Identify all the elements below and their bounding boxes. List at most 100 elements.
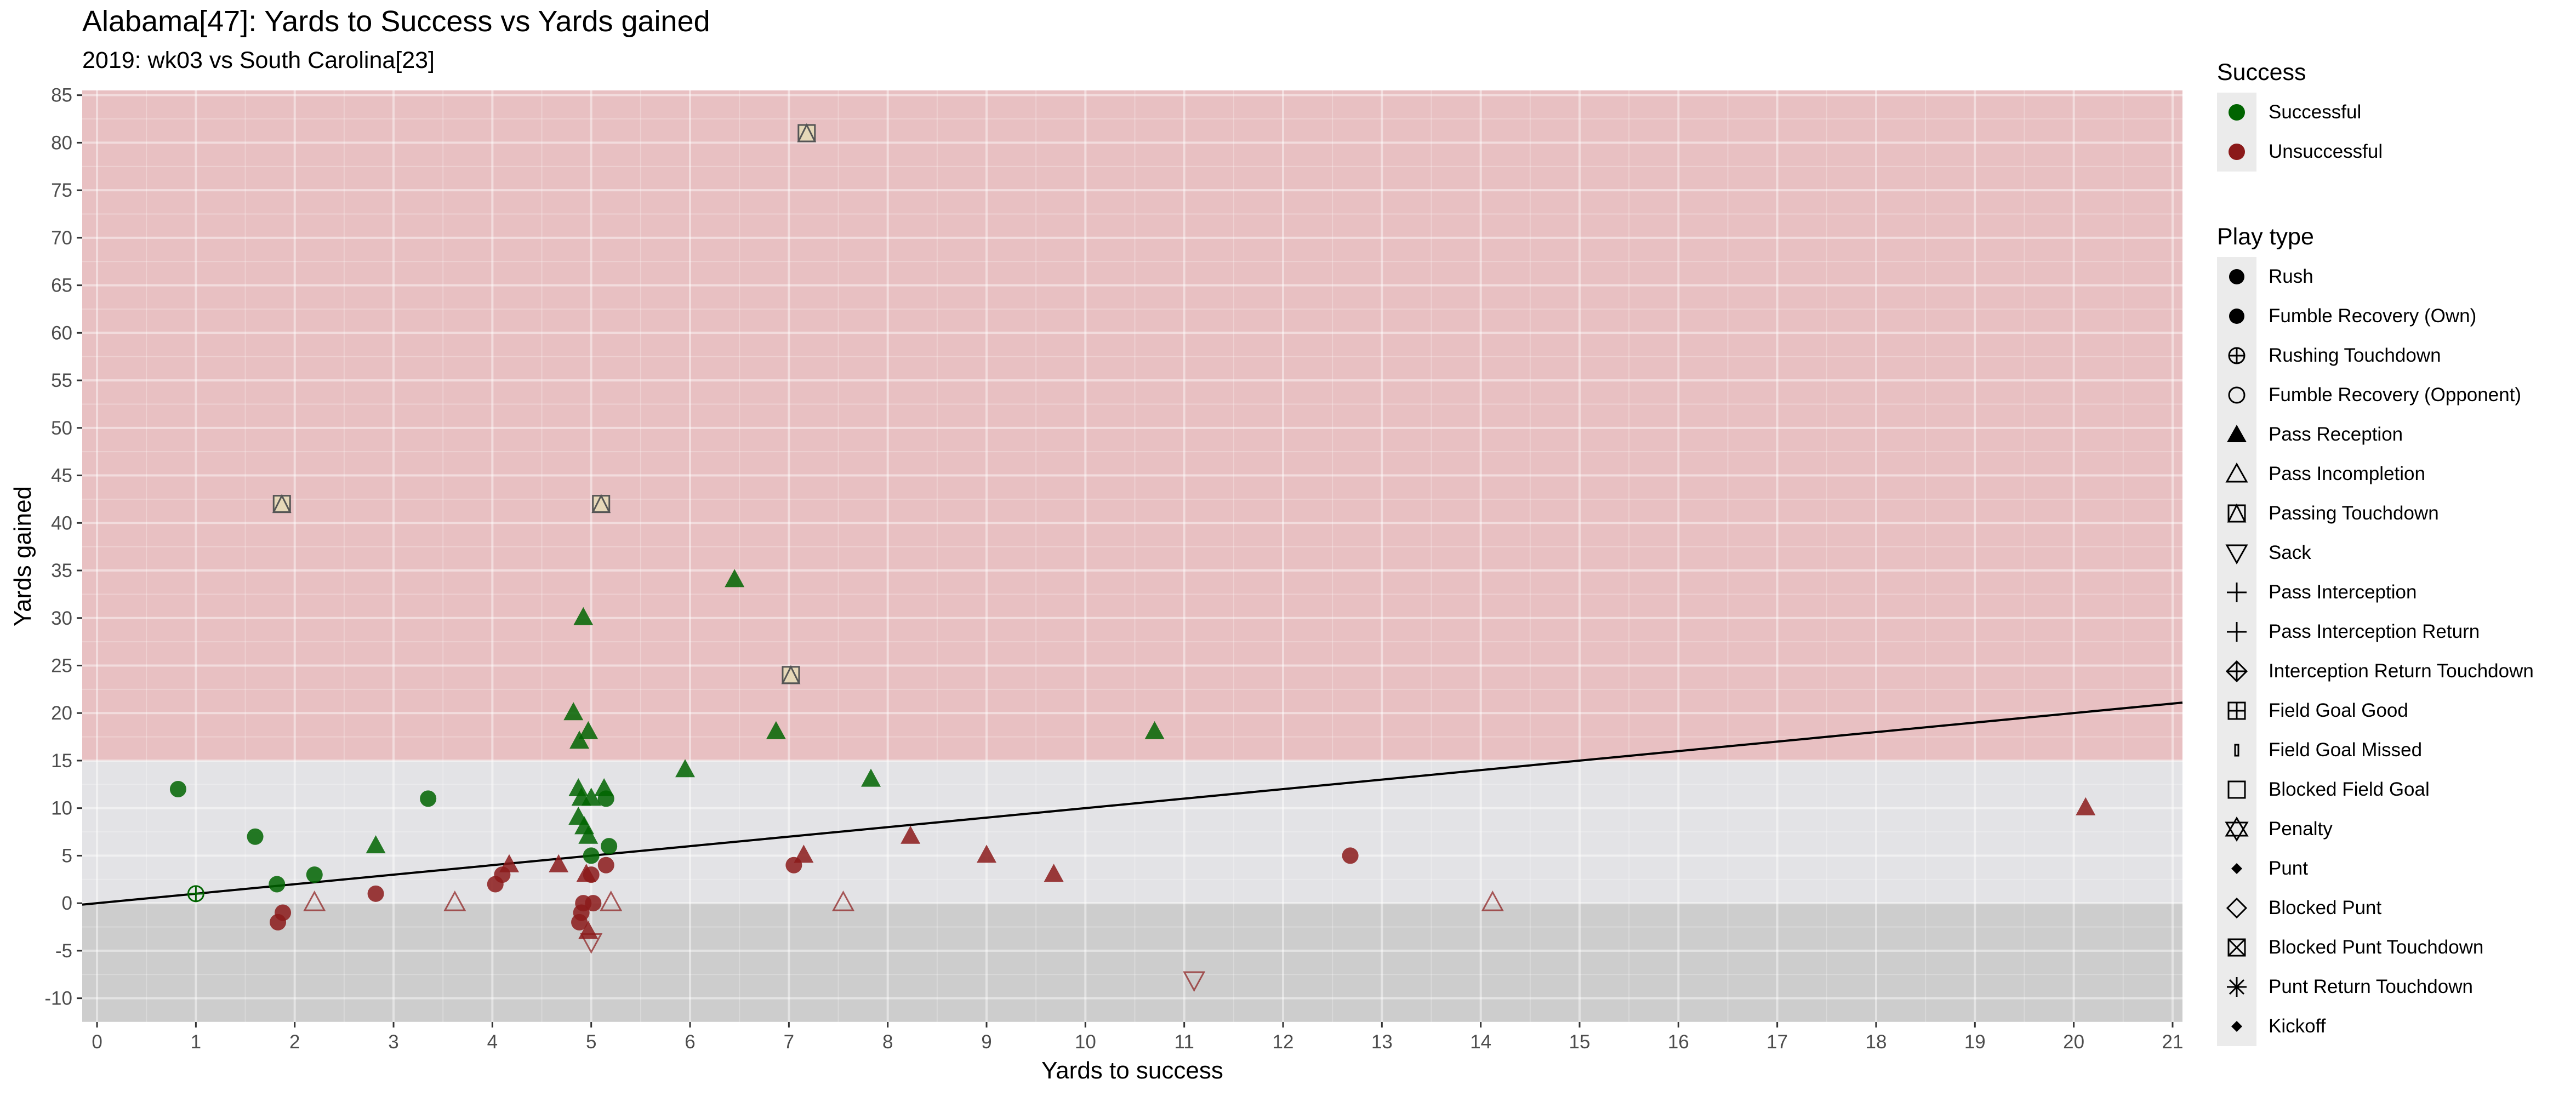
y-tick-label: 80 (51, 132, 72, 153)
diamond-open-icon (2217, 888, 2256, 928)
legend-item-play-type: Pass Incompletion (2217, 454, 2534, 494)
x-tick-label: 13 (1371, 1031, 1393, 1053)
data-point (272, 494, 292, 513)
x-tick-label: 11 (1175, 1031, 1194, 1053)
data-point (580, 933, 603, 954)
x-tick-label: 19 (1964, 1031, 1986, 1053)
legend-label: Sack (2269, 542, 2311, 563)
data-point (1481, 891, 1504, 911)
data-point (797, 123, 817, 142)
data-point (275, 904, 292, 921)
background-band (82, 90, 2182, 761)
scatter-chart: -10-505101520253035404550556065707580850… (9, 85, 2183, 1084)
data-point (2076, 797, 2096, 815)
x-tick-label: 4 (487, 1031, 498, 1053)
legend-label: Penalty (2269, 818, 2333, 840)
x-tick-label: 20 (2063, 1031, 2084, 1053)
data-point (901, 825, 921, 844)
legend-label: Fumble Recovery (Own) (2269, 305, 2477, 327)
legend-item-successful: Successful (2217, 93, 2383, 132)
y-tick-label: 45 (51, 465, 72, 487)
y-tick-label: 75 (51, 180, 72, 201)
legend-label: Fumble Recovery (Opponent) (2269, 384, 2522, 406)
background-band (82, 760, 2182, 904)
legend-label: Field Goal Missed (2269, 739, 2423, 761)
data-point (549, 854, 569, 872)
x-tick-label: 21 (2162, 1031, 2183, 1053)
x-tick-label: 2 (289, 1031, 300, 1053)
legend-label: Field Goal Good (2269, 700, 2408, 721)
legend-item-play-type: Interception Return Touchdown (2217, 652, 2534, 691)
x-tick-label: 14 (1470, 1031, 1491, 1053)
y-tick-label: 10 (51, 798, 72, 819)
y-tick-label: 40 (51, 512, 72, 534)
data-point (1342, 847, 1359, 864)
plus-icon (2217, 612, 2256, 652)
circle-filled-icon (2217, 257, 2256, 296)
x-tick-label: 8 (882, 1031, 893, 1053)
data-point (569, 730, 590, 749)
background-band (82, 903, 2182, 1022)
successful-swatch-icon (2217, 93, 2256, 132)
y-tick-label: -5 (55, 940, 72, 962)
data-point (675, 759, 696, 778)
y-tick-label: 30 (51, 608, 72, 629)
legend-label: Passing Touchdown (2269, 503, 2439, 524)
chart-subtitle: 2019: wk03 vs South Carolina[23] (82, 47, 435, 73)
circle-plus-icon (2217, 336, 2256, 375)
legend-item-play-type: Rush (2217, 257, 2534, 296)
data-point (367, 885, 384, 902)
legend-item-play-type: Passing Touchdown (2217, 494, 2534, 533)
legend-label: Blocked Punt Touchdown (2269, 937, 2484, 958)
y-tick-label: 5 (62, 845, 72, 866)
legend-label: Pass Incompletion (2269, 463, 2425, 484)
legend-item-play-type: Fumble Recovery (Opponent) (2217, 375, 2534, 415)
legend-label: Kickoff (2269, 1015, 2326, 1037)
y-tick-label: 20 (51, 703, 72, 724)
square-plus-icon (2217, 691, 2256, 730)
x-tick-label: 1 (191, 1031, 201, 1053)
y-tick-label: 35 (51, 560, 72, 581)
x-tick-label: 0 (92, 1031, 102, 1053)
legend-label: Rushing Touchdown (2269, 345, 2441, 366)
legend-item-unsuccessful: Unsuccessful (2217, 132, 2383, 172)
thin-rect-icon (2217, 730, 2256, 770)
data-point (499, 854, 520, 872)
legend-item-play-type: Pass Interception (2217, 573, 2534, 612)
legend-item-play-type: Rushing Touchdown (2217, 336, 2534, 375)
y-tick-label: 55 (51, 370, 72, 391)
legend-success: Success Successful Unsuccessful (2217, 59, 2383, 172)
reference-line (82, 701, 2183, 906)
legend-label: Pass Interception Return (2269, 621, 2480, 642)
legend-item-play-type: Blocked Punt Touchdown (2217, 928, 2534, 967)
y-tick-label: 50 (51, 418, 72, 439)
y-axis-label: Yards gained (9, 486, 36, 626)
data-point (573, 607, 594, 625)
square-triangle-icon (2217, 494, 2256, 533)
data-point (187, 885, 204, 903)
chart-title: Alabama[47]: Yards to Success vs Yards g… (82, 5, 710, 38)
data-point (794, 844, 814, 863)
data-point (583, 847, 600, 864)
data-point (781, 665, 801, 684)
legend-item-play-type: Sack (2217, 533, 2534, 573)
data-point (832, 891, 855, 911)
legend-success-title: Success (2217, 59, 2306, 85)
grid-lines (82, 90, 2182, 1023)
square-open-icon (2217, 770, 2256, 809)
data-point (420, 790, 437, 807)
x-axis-label: Yards to success (1041, 1057, 1223, 1084)
legend-label: Pass Interception (2269, 581, 2417, 603)
legend-label: Successful (2269, 101, 2362, 123)
legend-item-play-type: Field Goal Good (2217, 691, 2534, 730)
data-point (591, 494, 611, 513)
data-point (600, 891, 623, 911)
plus-icon (2217, 573, 2256, 612)
y-tick-label: 70 (51, 227, 72, 249)
data-point (861, 768, 881, 787)
x-tick-label: 9 (981, 1031, 991, 1053)
data-point (597, 857, 614, 874)
data-point (169, 781, 186, 797)
triangle-down-open-icon (2217, 533, 2256, 573)
data-point (303, 891, 326, 911)
